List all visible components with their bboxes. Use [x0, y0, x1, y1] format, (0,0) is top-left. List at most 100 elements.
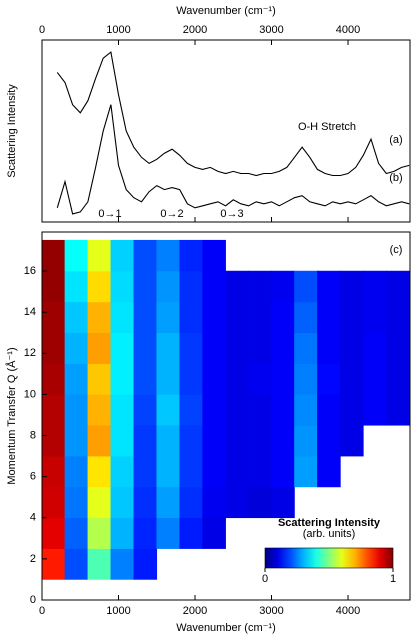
y-tick-label: 14 [24, 306, 36, 318]
heatmap-cell [64, 486, 89, 519]
heatmap-cell [110, 394, 135, 426]
heatmap-cell [248, 424, 272, 457]
heatmap-cell [87, 394, 112, 426]
heatmap-cell [64, 394, 89, 426]
heatmap-cell [133, 455, 158, 488]
heatmap-cell [363, 332, 387, 364]
heatmap-cell [179, 270, 203, 303]
heatmap-cell [156, 424, 181, 457]
heatmap-cell [317, 270, 341, 303]
heatmap-cell [179, 394, 203, 426]
bottom-x-axis-label: Wavenumber (cm⁻¹) [176, 622, 276, 634]
heatmap-cell [156, 363, 181, 395]
heatmap-cell [133, 486, 158, 519]
heatmap-cell [179, 517, 203, 549]
spectrum-line [56, 51, 410, 177]
annotation: 0→2 [160, 208, 183, 220]
heatmap-cell [271, 424, 295, 457]
y-tick-label: 4 [30, 512, 36, 524]
heatmap-cell [64, 270, 89, 303]
heatmap-cell [363, 363, 387, 395]
x-tick-label: 1000 [106, 605, 130, 617]
heatmap-cell [179, 332, 203, 364]
x-tick-label: 1000 [106, 24, 130, 36]
heatmap-cell [340, 363, 364, 395]
heatmap-cell [340, 301, 364, 334]
heatmap-cell [87, 363, 112, 395]
heatmap-cell [317, 424, 341, 457]
heatmap-cell [87, 548, 112, 580]
colorbar [264, 547, 394, 569]
heatmap-cell [110, 270, 135, 303]
annotation: 0→1 [98, 208, 121, 220]
heatmap-cell [64, 332, 89, 364]
heatmap-cell [202, 394, 226, 426]
heatmap-cell [87, 239, 112, 272]
heatmap-cell [317, 301, 341, 334]
heatmap-cell [133, 394, 158, 426]
colorbar-label: Scattering Intensity [278, 517, 381, 529]
heatmap-cell [41, 239, 66, 272]
heatmap-cell [202, 486, 226, 519]
heatmap-cell [41, 486, 66, 519]
heatmap-cell [294, 394, 318, 426]
heatmap-cell [385, 332, 410, 364]
heatmap-cell [294, 424, 318, 457]
heatmap-cell [87, 424, 112, 457]
heatmap-cell [41, 363, 66, 395]
heatmap-cell [363, 394, 387, 426]
heatmap-cell [156, 394, 181, 426]
heatmap-cell [179, 486, 203, 519]
heatmap-cell [271, 363, 295, 395]
heatmap-cell [133, 424, 158, 457]
x-tick-label: 4000 [336, 605, 360, 617]
y-tick-label: 8 [30, 429, 36, 441]
heatmap-cell [133, 332, 158, 364]
heatmap-cell [317, 394, 341, 426]
top-x-axis-label: Wavenumber (cm⁻¹) [176, 5, 276, 17]
heatmap-cell [248, 301, 272, 334]
legend-label: (b) [389, 172, 402, 184]
heatmap-cell [179, 363, 203, 395]
heatmap-cell [133, 363, 158, 395]
heatmap-cell [271, 394, 295, 426]
colorbar-tick-label: 1 [390, 573, 396, 585]
y-tick-label: 10 [24, 388, 36, 400]
heatmap-cell [133, 548, 158, 580]
heatmap-cell [179, 301, 203, 334]
heatmap-cell [248, 486, 272, 519]
heatmap-cell [202, 363, 226, 395]
heatmap-cell [202, 424, 226, 457]
heatmap-cell [179, 455, 203, 488]
heatmap-cell [110, 486, 135, 519]
heatmap-cell [110, 548, 135, 580]
heatmap-cell [110, 301, 135, 334]
heatmap-cell [64, 239, 89, 272]
annotation: O-H Stretch [298, 121, 356, 133]
heatmap-cell [271, 301, 295, 334]
y-tick-label: 2 [30, 553, 36, 565]
heatmap-cell [110, 424, 135, 457]
heatmap-cell [179, 239, 203, 272]
heatmap-cell [385, 394, 410, 426]
heatmap-cell [340, 270, 364, 303]
heatmap-cell [156, 517, 181, 549]
heatmap-cell [110, 239, 135, 272]
heatmap-cell [133, 239, 158, 272]
heatmap-cell [41, 424, 66, 457]
heatmap-cell [156, 270, 181, 303]
heatmap-cell [64, 455, 89, 488]
heatmap-cell [87, 455, 112, 488]
heatmap-cell [385, 301, 410, 334]
top-y-axis-label: Scattering Intensity [6, 84, 18, 178]
heatmap-cell [248, 332, 272, 364]
heatmap-cell [156, 486, 181, 519]
heatmap-cell [340, 394, 364, 426]
heatmap-cell [110, 517, 135, 549]
heatmap-cell [156, 455, 181, 488]
heatmap-cell [340, 424, 364, 457]
heatmap-cell [271, 332, 295, 364]
heatmap-cell [363, 270, 387, 303]
